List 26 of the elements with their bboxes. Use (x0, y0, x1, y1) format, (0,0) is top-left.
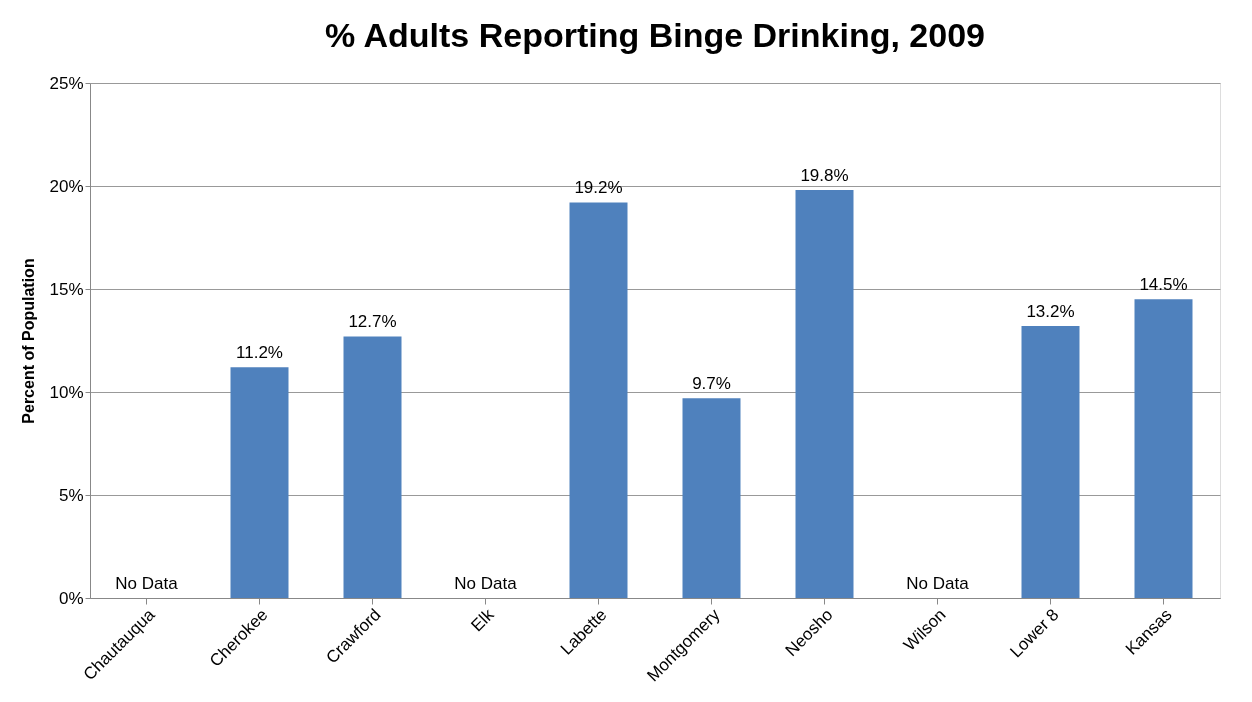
bar (682, 398, 741, 598)
bar (230, 367, 289, 598)
data-label: 13.2% (1026, 302, 1075, 322)
data-label: 11.2% (236, 343, 283, 363)
data-label: 14.5% (1139, 275, 1188, 295)
y-axis-title: Percent of Population (20, 258, 38, 424)
bar (795, 190, 854, 598)
bar (343, 336, 402, 598)
text: No Data (115, 574, 178, 593)
x-tick-label: Elk (467, 604, 498, 636)
text: No Data (454, 574, 517, 593)
data-label: 19.8% (800, 166, 849, 186)
y-tick-label: 25% (49, 73, 84, 93)
data-label: 19.2% (574, 178, 623, 198)
y-tick-label: 15% (49, 279, 84, 299)
data-label: 9.7% (692, 374, 731, 394)
chart-title: % Adults Reporting Binge Drinking, 2009 (325, 16, 985, 54)
bar (1134, 299, 1193, 598)
data-label: 12.7% (348, 312, 397, 332)
y-tick-label: 5% (58, 485, 84, 505)
y-tick-label: 20% (49, 176, 84, 196)
y-tick-label: 0% (58, 588, 84, 608)
text: No Data (906, 574, 969, 593)
y-tick-label: 10% (49, 382, 84, 402)
bar (569, 202, 628, 598)
bar (1021, 326, 1080, 598)
